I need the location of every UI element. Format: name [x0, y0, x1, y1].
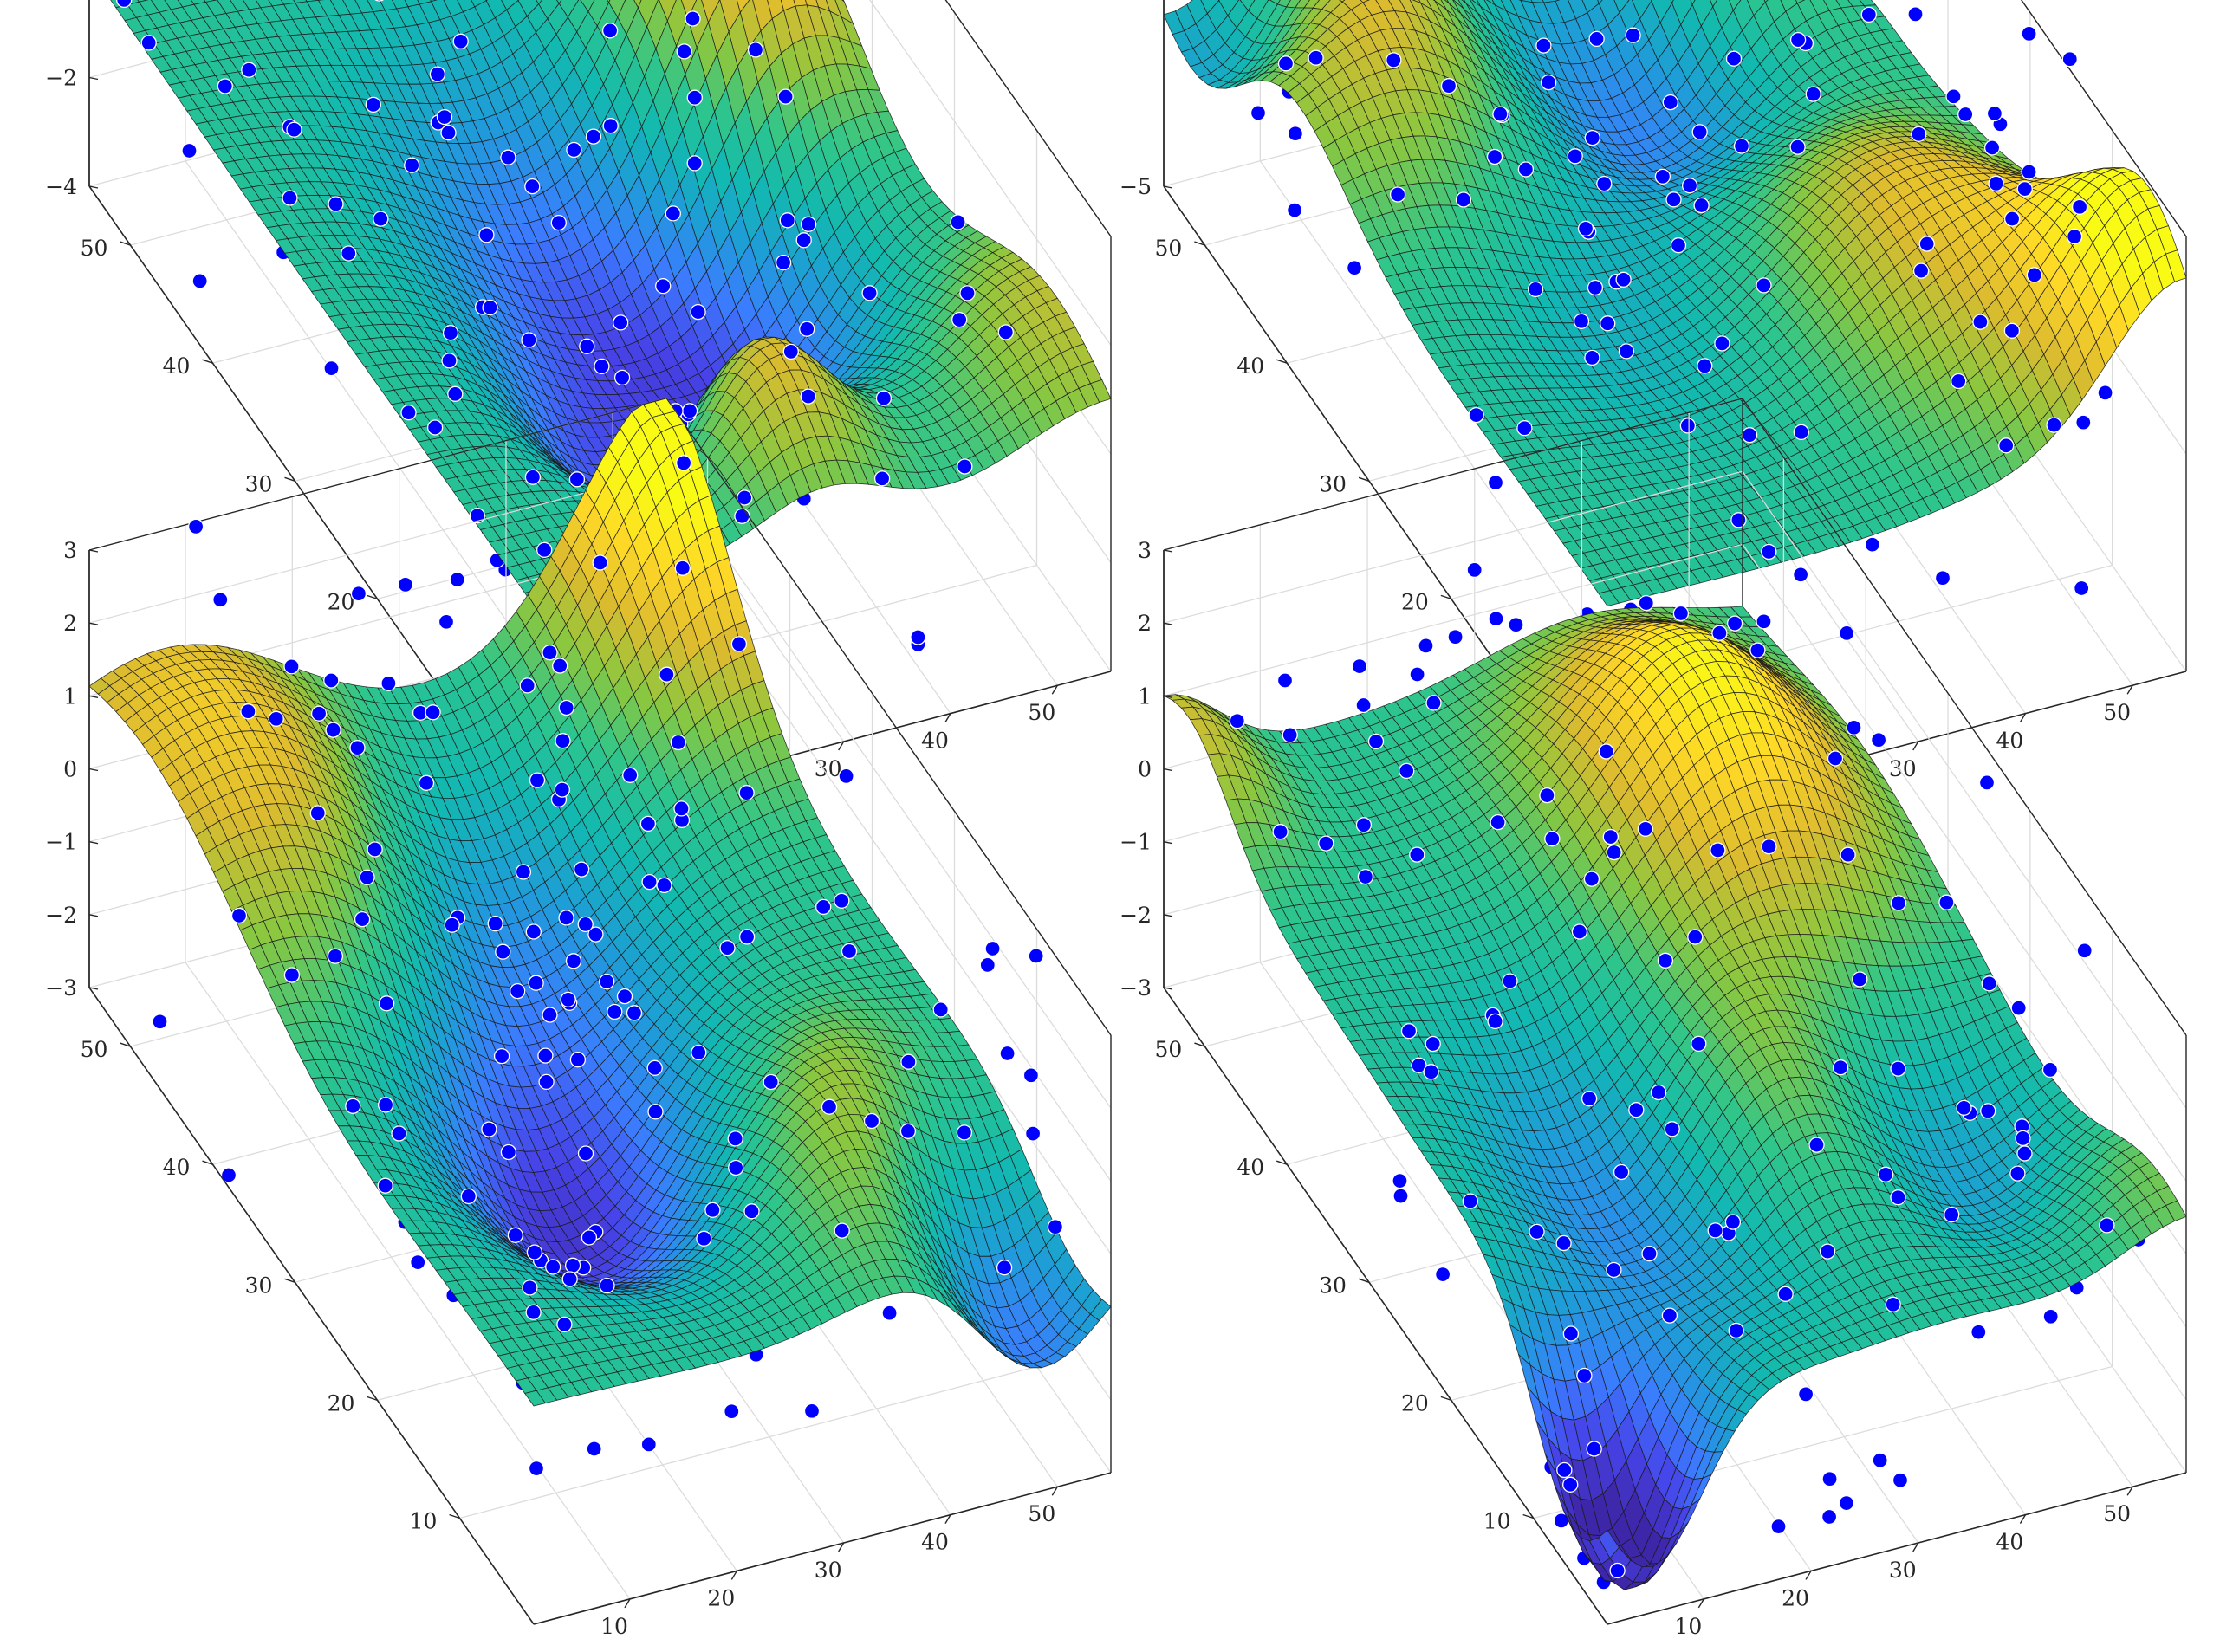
- scatter-point: [191, 273, 208, 289]
- scatter-point: [566, 141, 582, 159]
- scatter-point: [777, 88, 794, 105]
- scatter-point: [613, 369, 631, 386]
- scatter-point: [601, 23, 619, 39]
- scatter-point: [686, 89, 703, 106]
- scatter-point: [685, 10, 701, 27]
- scatter-point: [286, 121, 302, 138]
- scatter-point: [1792, 567, 1809, 583]
- scatter-point: [997, 324, 1014, 340]
- x-tick-label: 40: [921, 729, 949, 754]
- scatter-point: [524, 469, 542, 485]
- scatter-point: [779, 212, 795, 229]
- z-tick-label: −4: [45, 174, 77, 199]
- scatter-point: [442, 325, 459, 341]
- scatter-point: [775, 254, 792, 271]
- scatter-point: [1286, 202, 1303, 218]
- scatter-point: [452, 33, 469, 49]
- scatter-point: [500, 149, 516, 165]
- scatter-point: [747, 42, 764, 58]
- scatter-point: [655, 278, 672, 295]
- scatter-point: [665, 205, 681, 222]
- z-tick-label: −2: [45, 66, 77, 91]
- scatter-point: [1346, 260, 1363, 276]
- scatter-point: [873, 470, 891, 487]
- surface-face: [536, 0, 543, 5]
- scatter-point: [478, 227, 495, 243]
- scatter-point: [594, 358, 610, 375]
- y-tick-label: 20: [328, 589, 355, 614]
- scatter-point: [429, 66, 446, 82]
- y-tick-label: 30: [245, 471, 273, 496]
- scatter-point: [536, 541, 553, 558]
- scatter-point: [1488, 611, 1504, 627]
- scatter-point: [550, 214, 567, 231]
- scatter-point: [447, 385, 464, 402]
- scatter-point: [1864, 536, 1880, 553]
- scatter-point: [524, 178, 541, 195]
- scatter-point: [2097, 385, 2113, 401]
- scatter-point: [875, 390, 893, 406]
- scatter-point: [441, 353, 458, 369]
- side-grid-z: [869, 0, 1112, 346]
- scatter-point: [861, 285, 878, 301]
- scatter-point: [440, 125, 457, 141]
- scatter-point: [602, 118, 619, 134]
- box-edge: [944, 0, 1112, 237]
- surface-face: [633, 0, 642, 9]
- scatter-point: [2075, 414, 2092, 431]
- surface-face: [555, 0, 562, 4]
- y-tick-label: 50: [81, 236, 108, 261]
- scatter-point: [568, 471, 586, 488]
- scatter-point: [521, 332, 537, 348]
- scatter-point: [436, 108, 453, 126]
- scatter-point: [734, 508, 750, 524]
- scatter-point: [140, 35, 157, 51]
- scatter-point: [782, 343, 799, 360]
- z-tick: [88, 76, 99, 81]
- scatter-point: [613, 314, 629, 331]
- scatter-point: [328, 196, 344, 212]
- y-tick-label: 40: [163, 353, 191, 379]
- scatter-point: [323, 360, 340, 377]
- scatter-point: [449, 571, 465, 588]
- scatter-point: [951, 311, 968, 328]
- scatter-point: [800, 388, 816, 405]
- scatter-point: [676, 43, 692, 60]
- scatter-point: [585, 128, 602, 145]
- scatter-point: [341, 245, 357, 262]
- scatter-point: [373, 211, 389, 227]
- scatter-point: [957, 458, 973, 475]
- scatter-point: [241, 62, 257, 78]
- scatter-point: [579, 338, 595, 354]
- scatter-point: [800, 216, 817, 232]
- scatter-point: [690, 303, 706, 321]
- scatter-point: [795, 232, 812, 249]
- scatter-point: [910, 629, 926, 645]
- scatter-point: [1287, 126, 1304, 142]
- scatter-point: [282, 190, 298, 206]
- scatter-point: [1250, 105, 1267, 121]
- x-tick-label: 50: [1028, 700, 1055, 725]
- scatter-point: [1934, 570, 1951, 586]
- scatter-point: [400, 405, 417, 421]
- scatter-point: [959, 285, 976, 301]
- scatter-point: [686, 155, 703, 172]
- scatter-point: [482, 299, 498, 316]
- scatter-point: [365, 96, 381, 113]
- scatter-point: [404, 157, 420, 173]
- x-tick-label: 30: [815, 756, 842, 781]
- scatter-point: [681, 403, 698, 419]
- scatter-point: [217, 78, 233, 94]
- scatter-point: [799, 321, 815, 337]
- scatter-point: [181, 142, 198, 159]
- scatter-point: [2074, 580, 2090, 597]
- scatter-point: [950, 214, 966, 230]
- surface: [1163, 0, 2187, 607]
